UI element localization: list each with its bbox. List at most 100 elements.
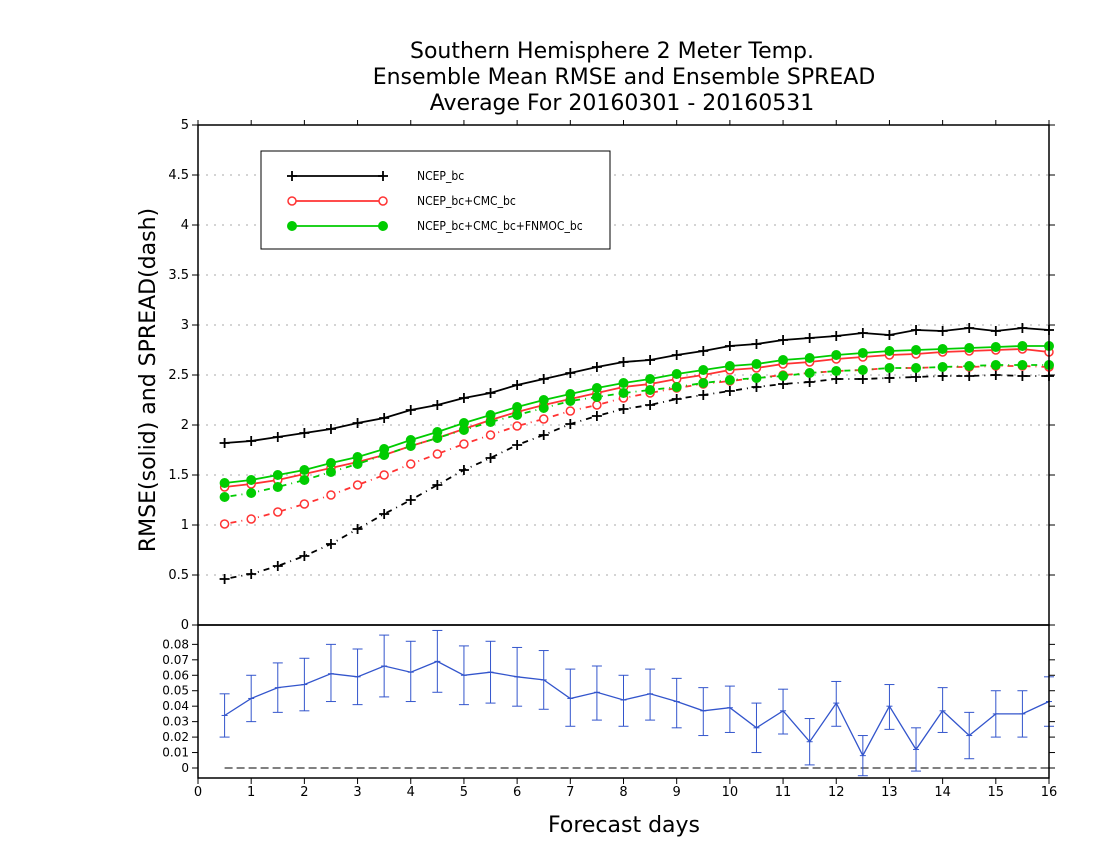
series-2-rmse-point-23 [831, 350, 842, 360]
lower-ytick-label-7: 0.07 [162, 653, 189, 667]
lower-errorbar-13 [565, 668, 576, 727]
series-0-spread-point-14 [591, 411, 602, 421]
series-0-rmse-point-10 [485, 388, 496, 398]
series-2-spread-point-29 [990, 360, 1001, 370]
series-2-rmse-point-4 [325, 458, 336, 468]
lower-ytick-label-3: 0.03 [162, 715, 189, 729]
series-2-rmse-point-0 [219, 478, 230, 488]
series-0-rmse-point-6 [379, 413, 390, 423]
xtick-label-11: 11 [775, 785, 792, 800]
series-2-rmse-point-7 [405, 435, 416, 445]
series-2-spread-point-23 [831, 366, 842, 376]
series-1-spread-point-0 [219, 519, 230, 529]
series-0-spread-point-9 [458, 465, 469, 475]
series-2-rmse-point-21 [778, 355, 789, 365]
series-0-rmse-point-1 [246, 436, 257, 446]
lower-errorbar-3 [299, 657, 310, 712]
series-2-spread-point-25 [884, 363, 895, 373]
series-2-rmse-point-1 [246, 475, 257, 485]
legend-marker-left-2 [287, 221, 297, 231]
lower-errorbar-9 [458, 645, 469, 706]
lower-errorbar-25 [884, 684, 895, 730]
series-0-spread-point-17 [671, 394, 682, 404]
series-0-rmse-point-28 [964, 323, 975, 333]
series-2-spread-point-4 [325, 467, 336, 477]
series-1-spread-line [224, 365, 1050, 525]
lower-errorbar-7 [405, 640, 416, 703]
lower-errorbar-29 [990, 690, 1001, 738]
lower-errorbar-23 [831, 680, 842, 727]
lower-errorbar-16 [645, 668, 656, 721]
series-0-rmse-point-8 [432, 400, 443, 410]
lower-errorbar-27 [937, 687, 948, 733]
series-1-spread-point-5 [352, 480, 363, 490]
upper-ytick-label-10: 5 [181, 118, 189, 133]
series-0-rmse-point-26 [911, 325, 922, 335]
legend-entry-0: NCEP_bc [287, 169, 464, 183]
series-0-rmse-point-20 [751, 339, 762, 349]
lower-errorbar-26 [911, 727, 922, 772]
lower-errorbar-11 [512, 646, 523, 707]
series-2-spread-point-16 [645, 385, 656, 395]
series-2-rmse-point-18 [698, 365, 709, 375]
series-0-spread-line [224, 374, 1049, 580]
series-2-spread-point-28 [964, 361, 975, 371]
series-2-spread-point-14 [591, 392, 602, 402]
series-2-rmse-point-2 [272, 470, 283, 480]
series-2-rmse-point-9 [458, 418, 469, 428]
legend-label-2: NCEP_bc+CMC_bc+FNMOC_bc [417, 219, 583, 233]
series-0-rmse-point-25 [884, 330, 895, 340]
series-2-rmse-point-3 [299, 465, 310, 475]
lower-ytick-label-0: 0 [181, 761, 189, 775]
lower-errorbar-10 [485, 640, 496, 704]
lower-errorbar-20 [751, 702, 762, 754]
series-2-rmse-point-17 [671, 369, 682, 379]
upper-ytick-label-9: 4.5 [168, 168, 189, 183]
lower-errorbar-8 [432, 629, 443, 693]
series-0-rmse-point-15 [618, 357, 629, 367]
xtick-label-7: 7 [566, 785, 574, 800]
series-2-rmse-point-10 [485, 410, 496, 420]
series-0-spread-point-13 [565, 419, 576, 429]
upper-ytick-label-0: 0 [181, 618, 189, 633]
lower-errorbar-28 [964, 711, 975, 760]
lower-plot [219, 629, 1054, 777]
series-1-spread-point-13 [565, 406, 576, 416]
series-2-spread-point-24 [857, 365, 868, 375]
series-0-rmse-point-22 [804, 333, 815, 343]
series-2-spread-point-3 [299, 475, 310, 485]
upper-ytick-label-8: 4 [181, 218, 189, 233]
lower-errorbar-17 [671, 677, 682, 729]
legend-entry-2: NCEP_bc+CMC_bc+FNMOC_bc [287, 219, 583, 233]
upper-ytick-label-6: 3 [181, 318, 189, 333]
series-2-rmse-point-26 [911, 345, 922, 355]
series-0-spread-point-4 [325, 539, 336, 549]
lower-errorbar-4 [325, 643, 336, 703]
series-0-rmse-point-29 [990, 326, 1001, 336]
series-0-rmse-point-5 [352, 418, 363, 428]
series-2-spread-point-22 [804, 368, 815, 378]
series-2-spread-point-20 [751, 373, 762, 383]
legend-label-0: NCEP_bc [417, 169, 464, 183]
upper-grid [198, 174, 1049, 576]
upper-ytick-label-1: 0.5 [168, 568, 189, 583]
legend-marker-right-1 [378, 196, 388, 206]
xtick-label-6: 6 [513, 785, 521, 800]
series-0-rmse-point-9 [458, 393, 469, 403]
series-2-spread-point-30 [1017, 360, 1028, 370]
xtick-label-4: 4 [407, 785, 415, 800]
legend-label-1: NCEP_bc+CMC_bc [417, 194, 516, 208]
series-2-spread-point-27 [937, 362, 948, 372]
series-0-rmse-point-24 [857, 328, 868, 338]
series-0-rmse-point-21 [778, 335, 789, 345]
series-0-spread-point-8 [432, 480, 443, 490]
lower-ytick-label-2: 0.02 [162, 730, 189, 744]
series-0-spread-point-24 [857, 374, 868, 384]
series-2-rmse-point-22 [804, 353, 815, 363]
series-1-spread-point-1 [246, 514, 256, 524]
series-0-spread-point-22 [804, 377, 815, 387]
series-0-spread-point-2 [272, 561, 283, 571]
upper-ytick-label-2: 1 [181, 518, 189, 533]
upper-ytick-label-5: 2.5 [168, 368, 189, 383]
